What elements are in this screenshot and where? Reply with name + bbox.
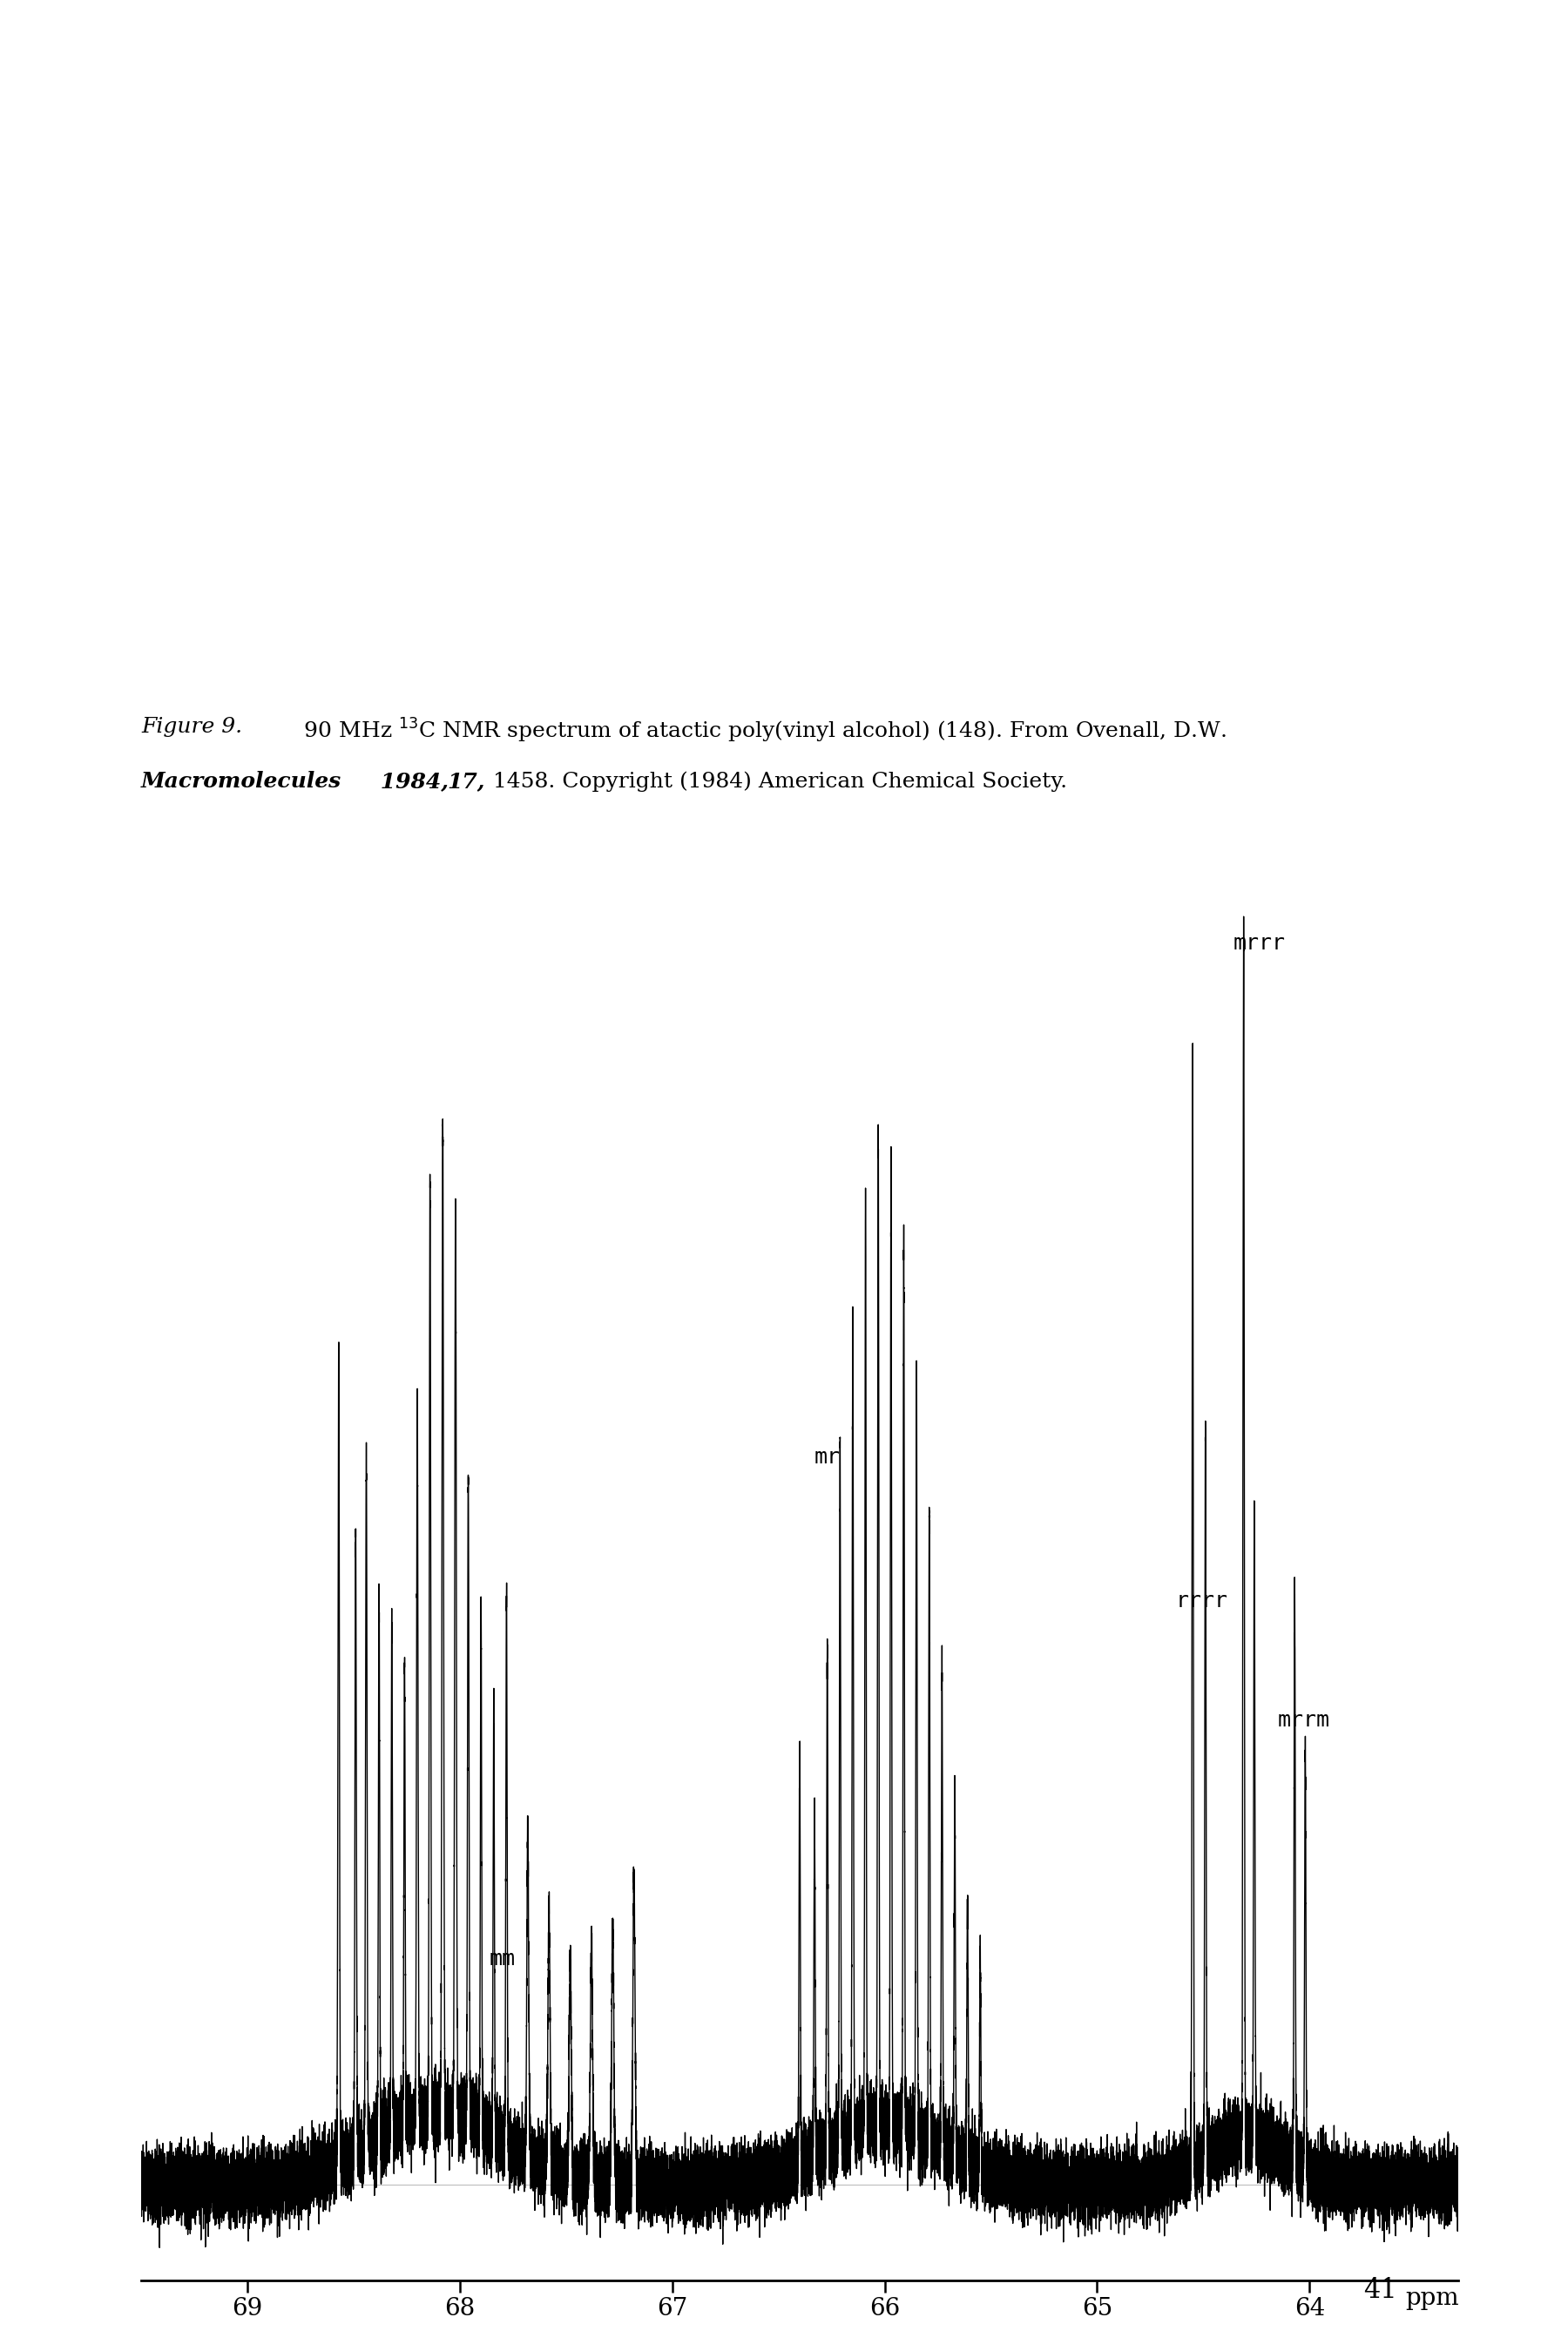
Text: 17,: 17, <box>447 771 485 792</box>
Text: mrrr: mrrr <box>1232 933 1286 955</box>
Text: Figure 9.: Figure 9. <box>141 717 243 738</box>
Text: Macromolecules: Macromolecules <box>141 771 342 792</box>
Text: ppm: ppm <box>1405 2288 1458 2311</box>
Text: 1984,: 1984, <box>373 771 456 792</box>
Text: mr: mr <box>814 1446 840 1467</box>
Text: 90 MHz $^{13}$C NMR spectrum of atactic poly(vinyl alcohol) (148). From Ovenall,: 90 MHz $^{13}$C NMR spectrum of atactic … <box>290 717 1226 745</box>
Text: 41: 41 <box>1363 2278 1397 2304</box>
Text: rrrr: rrrr <box>1176 1589 1228 1610</box>
Text: mrrm: mrrm <box>1278 1709 1330 1730</box>
Text: mm: mm <box>489 1949 516 1970</box>
Text: 1458. Copyright (1984) American Chemical Society.: 1458. Copyright (1984) American Chemical… <box>486 771 1068 792</box>
